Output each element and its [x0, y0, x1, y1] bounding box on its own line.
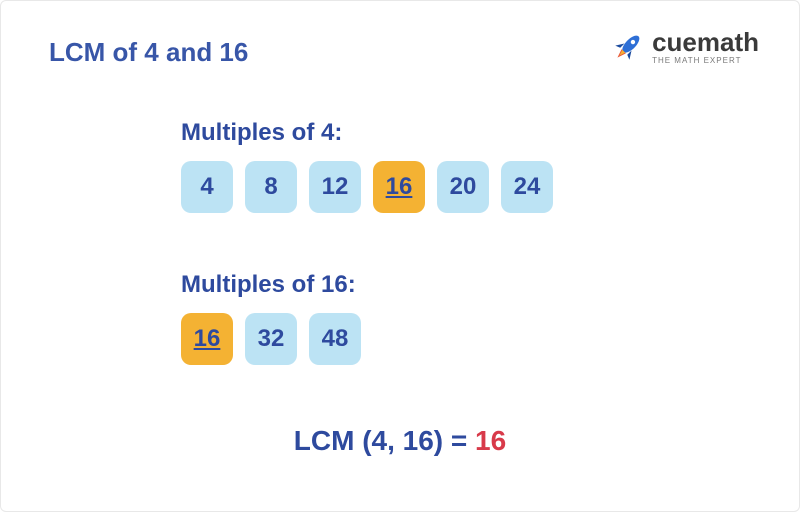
- section-a-label: Multiples of 4:: [181, 119, 553, 147]
- multiple-pill: 16: [181, 313, 233, 365]
- multiple-pill: 16: [373, 161, 425, 213]
- page-title: LCM of 4 and 16: [49, 37, 248, 68]
- logo-brand-text: cuemath: [652, 29, 759, 55]
- rocket-icon: [610, 29, 646, 65]
- section-b-label: Multiples of 16:: [181, 271, 361, 299]
- result-label: LCM (4, 16) =: [294, 425, 475, 456]
- section-b-pills: 163248: [181, 313, 361, 365]
- multiple-pill: 20: [437, 161, 489, 213]
- result-answer: 16: [475, 425, 506, 456]
- logo-tagline: THE MATH EXPERT: [652, 57, 759, 65]
- multiple-pill: 48: [309, 313, 361, 365]
- multiple-pill: 32: [245, 313, 297, 365]
- multiples-of-16-section: Multiples of 16: 163248: [181, 271, 361, 365]
- multiple-pill: 12: [309, 161, 361, 213]
- lcm-result: LCM (4, 16) = 16: [1, 425, 799, 457]
- multiples-of-4-section: Multiples of 4: 4812162024: [181, 119, 553, 213]
- multiple-pill: 8: [245, 161, 297, 213]
- brand-logo: cuemath THE MATH EXPERT: [610, 29, 759, 65]
- multiple-pill: 24: [501, 161, 553, 213]
- multiple-pill: 4: [181, 161, 233, 213]
- section-a-pills: 4812162024: [181, 161, 553, 213]
